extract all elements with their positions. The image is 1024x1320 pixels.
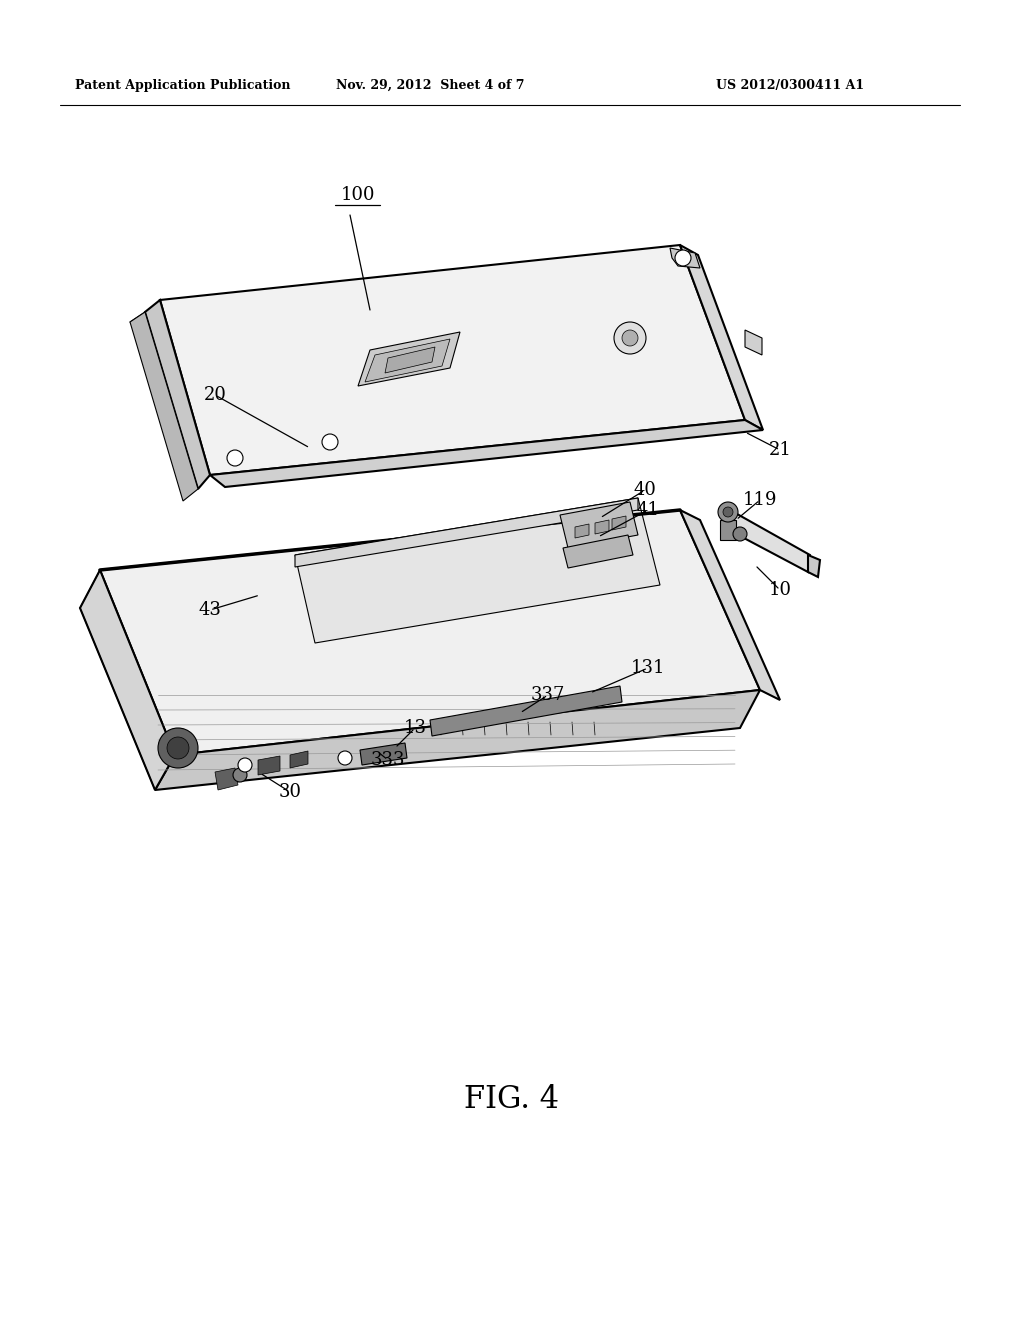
Polygon shape	[358, 333, 460, 385]
Text: 43: 43	[199, 601, 221, 619]
Text: 20: 20	[204, 385, 226, 404]
Polygon shape	[563, 535, 633, 568]
Circle shape	[238, 758, 252, 772]
Polygon shape	[720, 520, 736, 540]
Circle shape	[233, 768, 247, 781]
Polygon shape	[725, 510, 810, 572]
Polygon shape	[290, 751, 308, 768]
Text: 119: 119	[742, 491, 777, 510]
Text: FIG. 4: FIG. 4	[465, 1085, 559, 1115]
Text: 21: 21	[769, 441, 792, 459]
Text: 337: 337	[530, 686, 565, 704]
Polygon shape	[430, 686, 622, 737]
Polygon shape	[680, 510, 780, 700]
Polygon shape	[130, 312, 198, 502]
Circle shape	[338, 751, 352, 766]
Polygon shape	[295, 498, 660, 643]
Circle shape	[158, 729, 198, 768]
Polygon shape	[670, 248, 700, 268]
Text: 333: 333	[371, 751, 406, 770]
Polygon shape	[145, 300, 210, 488]
Circle shape	[322, 434, 338, 450]
Text: 13: 13	[403, 719, 427, 737]
Text: 30: 30	[279, 783, 301, 801]
Polygon shape	[595, 520, 609, 535]
Text: 100: 100	[341, 186, 375, 205]
Text: 41: 41	[637, 502, 659, 519]
Polygon shape	[295, 498, 638, 568]
Polygon shape	[560, 502, 638, 548]
Polygon shape	[575, 524, 589, 539]
Polygon shape	[612, 516, 626, 531]
Polygon shape	[210, 420, 763, 487]
Polygon shape	[365, 339, 450, 381]
Circle shape	[167, 737, 189, 759]
Text: 40: 40	[634, 480, 656, 499]
Polygon shape	[360, 743, 407, 766]
Polygon shape	[160, 246, 745, 475]
Polygon shape	[100, 510, 760, 755]
Polygon shape	[808, 554, 820, 577]
Polygon shape	[155, 690, 760, 789]
Circle shape	[723, 507, 733, 517]
Circle shape	[718, 502, 738, 521]
Text: US 2012/0300411 A1: US 2012/0300411 A1	[716, 78, 864, 91]
Text: 10: 10	[768, 581, 792, 599]
Polygon shape	[215, 768, 238, 789]
Circle shape	[675, 249, 691, 267]
Polygon shape	[745, 330, 762, 355]
Polygon shape	[680, 246, 763, 430]
Polygon shape	[80, 570, 175, 789]
Polygon shape	[385, 347, 435, 374]
Circle shape	[614, 322, 646, 354]
Text: Nov. 29, 2012  Sheet 4 of 7: Nov. 29, 2012 Sheet 4 of 7	[336, 78, 524, 91]
Circle shape	[227, 450, 243, 466]
Polygon shape	[258, 756, 280, 775]
Text: 131: 131	[631, 659, 666, 677]
Circle shape	[733, 527, 746, 541]
Text: Patent Application Publication: Patent Application Publication	[75, 78, 291, 91]
Circle shape	[622, 330, 638, 346]
